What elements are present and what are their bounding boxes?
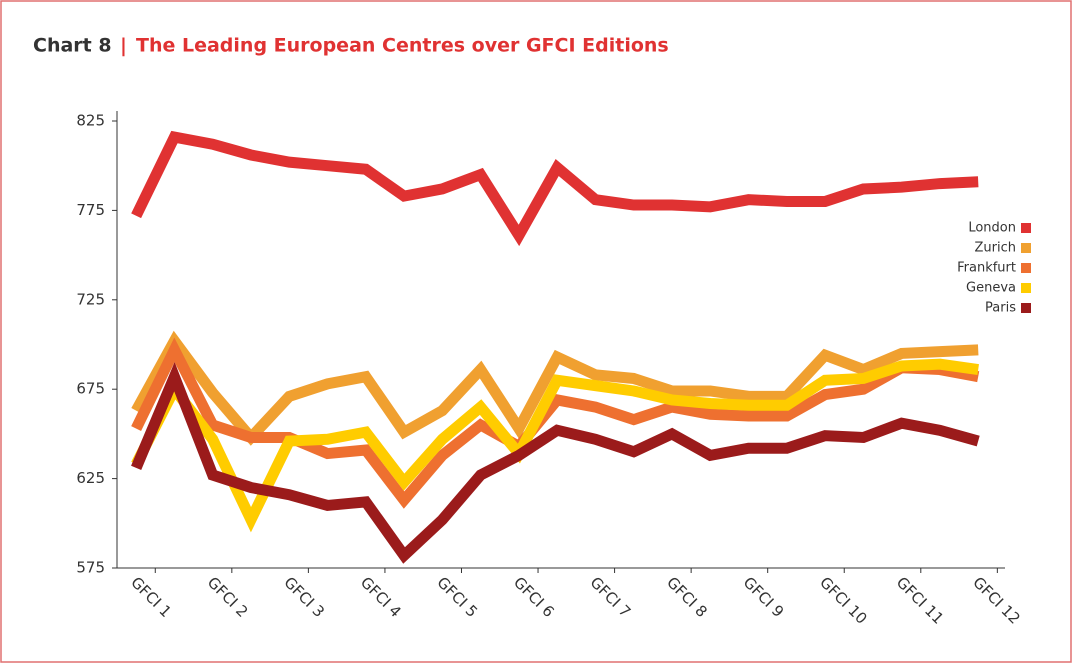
line-series <box>131 358 979 533</box>
y-tick-label: 775 <box>76 201 105 219</box>
x-tick-label: GFCI 6 <box>510 573 558 621</box>
x-tick-label: GFCI 10 <box>816 573 870 627</box>
x-tick-label: GFCI 5 <box>433 573 481 621</box>
x-tick-label: GFCI 9 <box>740 573 788 621</box>
x-tick-label: GFCI 1 <box>127 573 175 621</box>
line-series <box>131 362 980 564</box>
line-series <box>131 130 979 247</box>
x-tick-label: GFCI 8 <box>663 573 711 621</box>
legend-label: Paris <box>985 301 1016 316</box>
legend-label: Geneva <box>966 281 1016 296</box>
chart-title: The Leading European Centres over GFCI E… <box>136 35 669 57</box>
legend-label: London <box>968 221 1016 236</box>
legend-swatch <box>1021 243 1031 253</box>
x-tick-label: GFCI 11 <box>893 573 947 627</box>
x-tick-label: GFCI 3 <box>280 573 328 621</box>
legend-swatch <box>1021 283 1031 293</box>
legend-label: Frankfurt <box>957 261 1016 276</box>
line-series <box>131 337 980 509</box>
x-tick-label: GFCI 2 <box>204 573 252 621</box>
y-tick-label: 825 <box>76 112 105 130</box>
chart-label: Chart 8 <box>33 35 112 57</box>
x-tick-label: GFCI 7 <box>587 573 635 621</box>
line-series <box>131 330 979 446</box>
legend-swatch <box>1021 263 1031 273</box>
legend-label: Zurich <box>975 241 1017 256</box>
x-tick-label: GFCI 4 <box>357 573 405 621</box>
x-tick-label: GFCI 12 <box>969 573 1023 627</box>
y-tick-label: 725 <box>76 290 105 308</box>
legend-swatch <box>1021 303 1031 313</box>
separator: | <box>120 35 127 57</box>
y-tick-label: 575 <box>76 559 105 577</box>
y-tick-label: 675 <box>76 380 105 398</box>
legend-swatch <box>1021 223 1031 233</box>
y-tick-label: 625 <box>76 469 105 487</box>
